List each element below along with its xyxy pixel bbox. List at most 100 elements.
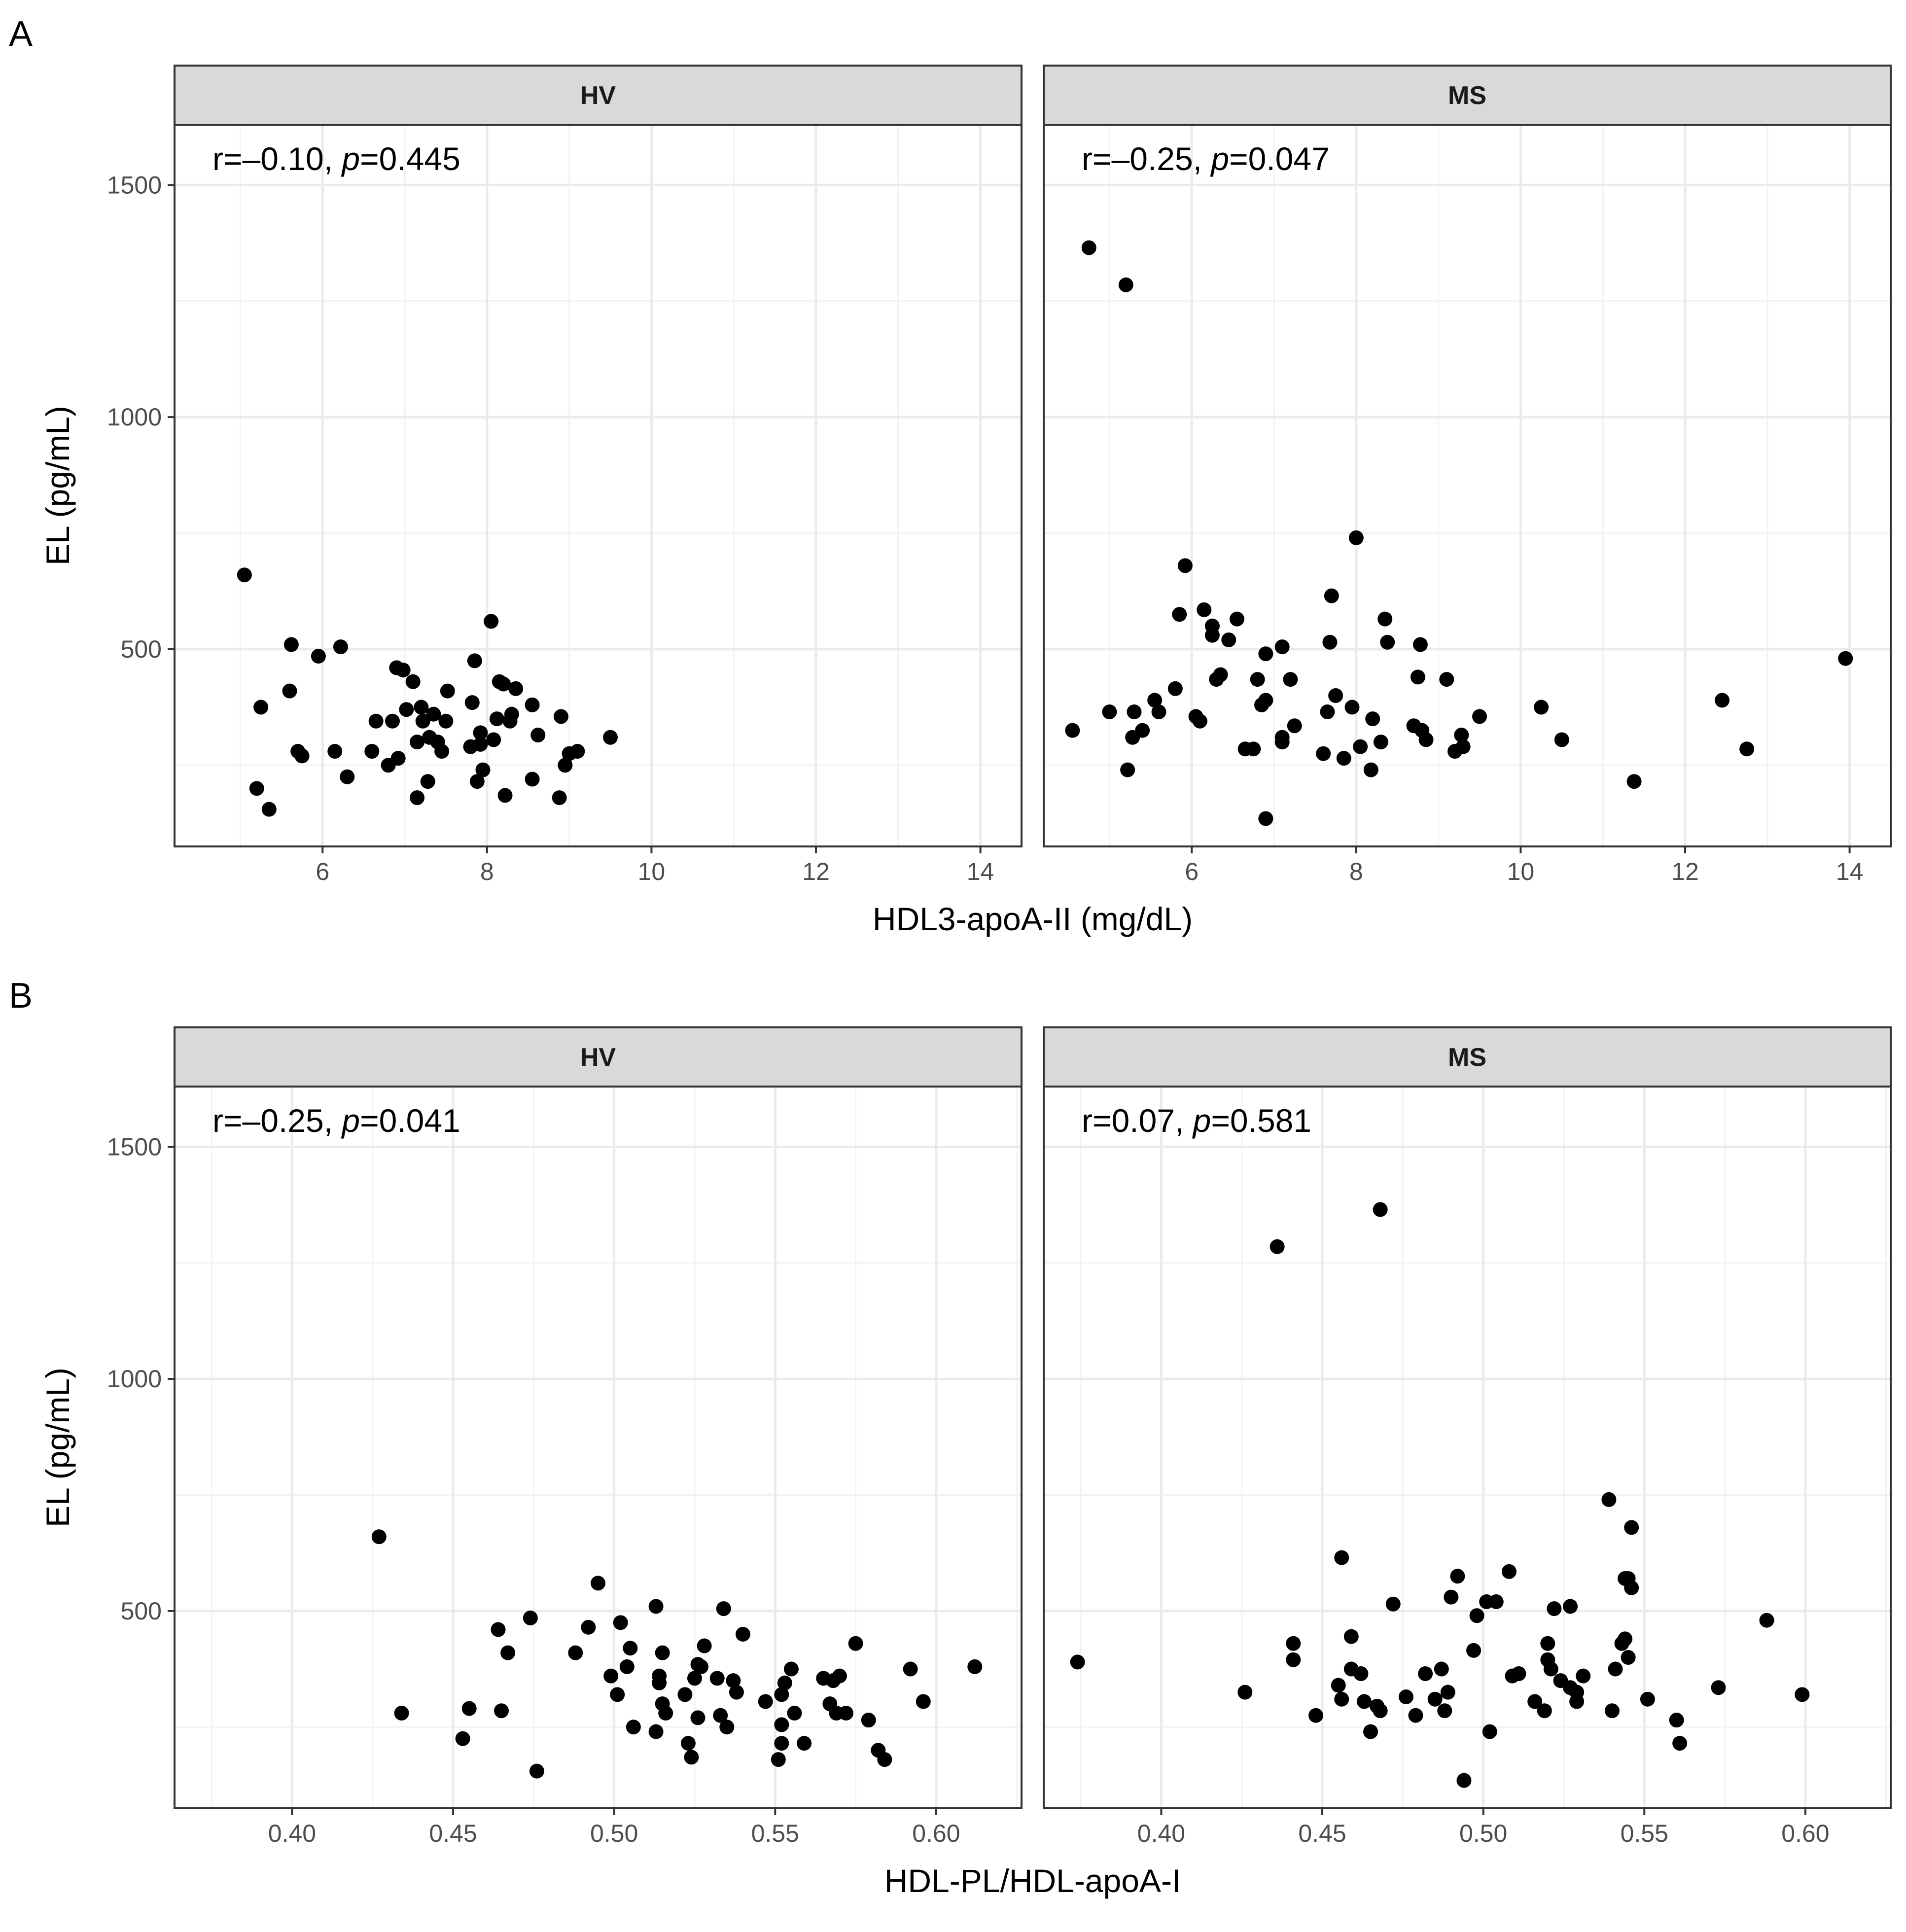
data-point: [1455, 739, 1471, 754]
data-point: [610, 1687, 625, 1702]
data-point: [1102, 704, 1117, 719]
x-axis-title: HDL3-apoA-II (mg/dL): [873, 901, 1193, 937]
correlation-annotation: r=–0.10, p=0.445: [212, 141, 460, 177]
data-point: [1543, 1661, 1558, 1677]
y-axis-title: EL (pg/mL): [39, 1368, 76, 1527]
data-point: [1353, 739, 1368, 754]
strip-label: HV: [580, 81, 616, 110]
correlation-annotation: r=0.07, p=0.581: [1082, 1102, 1311, 1139]
data-point: [420, 774, 435, 789]
data-point: [1601, 1492, 1617, 1507]
data-point: [1322, 634, 1338, 650]
data-point: [410, 735, 425, 750]
data-point: [1569, 1685, 1585, 1700]
data-point: [1197, 602, 1212, 617]
data-point: [1398, 1689, 1413, 1705]
data-point: [619, 1659, 635, 1674]
data-point: [1576, 1668, 1591, 1684]
data-point: [568, 1645, 583, 1660]
data-point: [508, 681, 524, 696]
x-tick-label: 0.45: [1298, 1820, 1346, 1847]
data-point: [1286, 1636, 1301, 1651]
data-point: [1439, 672, 1454, 687]
x-tick-label: 12: [802, 858, 830, 885]
data-point: [461, 1701, 477, 1716]
data-point: [729, 1685, 744, 1700]
data-point: [558, 758, 573, 773]
data-point: [1344, 700, 1360, 715]
data-point: [838, 1705, 853, 1721]
data-point: [1258, 646, 1273, 662]
data-point: [832, 1668, 847, 1684]
correlation-annotation: r=–0.25, p=0.047: [1082, 141, 1330, 177]
data-point: [364, 743, 380, 759]
x-tick-label: 10: [638, 858, 666, 885]
data-point: [1759, 1613, 1774, 1628]
data-point: [1418, 732, 1434, 747]
data-point: [1456, 1773, 1472, 1788]
data-point: [530, 728, 546, 743]
y-tick-label: 500: [121, 1597, 162, 1625]
data-point: [1469, 1608, 1484, 1623]
data-point: [1328, 688, 1343, 703]
data-point: [529, 1763, 544, 1779]
data-point: [1151, 704, 1166, 719]
data-point: [489, 711, 504, 727]
x-tick-label: 14: [967, 858, 994, 885]
data-point: [414, 700, 429, 715]
data-point: [1672, 1736, 1688, 1751]
data-point: [1711, 1680, 1726, 1695]
data-point: [1444, 1589, 1459, 1605]
plot-background: [1044, 125, 1891, 846]
data-point: [1501, 1564, 1517, 1579]
data-point: [1488, 1594, 1504, 1610]
data-point: [415, 713, 430, 729]
data-point: [368, 713, 384, 729]
x-axis-title: HDL-PL/HDL-apoA-I: [884, 1862, 1181, 1899]
x-tick-label: 6: [316, 858, 329, 885]
data-point: [694, 1659, 709, 1674]
data-point: [1624, 1580, 1639, 1595]
x-tick-label: 0.40: [268, 1820, 316, 1847]
data-point: [1331, 1678, 1346, 1693]
data-point: [469, 774, 485, 789]
strip-label: MS: [1448, 1043, 1486, 1072]
data-point: [1669, 1713, 1684, 1728]
data-point: [327, 743, 343, 759]
data-point: [1172, 607, 1187, 622]
x-tick-label: 0.45: [429, 1820, 477, 1847]
data-point: [496, 676, 511, 692]
x-tick-label: 0.55: [751, 1820, 799, 1847]
data-point: [1373, 1703, 1388, 1719]
data-point: [777, 1675, 792, 1690]
x-tick-label: 0.50: [1459, 1820, 1507, 1847]
data-point: [648, 1599, 664, 1614]
data-point: [603, 730, 618, 745]
panel-border: [1043, 124, 1892, 847]
data-point: [552, 790, 567, 806]
data-point: [434, 743, 450, 759]
x-tick-label: 14: [1836, 858, 1864, 885]
data-point: [1640, 1691, 1655, 1707]
data-point: [1373, 1202, 1388, 1217]
data-point: [464, 695, 480, 710]
data-point: [1246, 741, 1261, 757]
strip-background: [1043, 1026, 1892, 1088]
data-point: [648, 1724, 664, 1739]
data-point: [570, 743, 585, 759]
data-point: [399, 702, 414, 717]
data-point: [716, 1601, 731, 1616]
data-point: [916, 1694, 931, 1709]
data-point: [1343, 1629, 1359, 1644]
x-tick-label: 12: [1671, 858, 1699, 885]
data-point: [410, 790, 425, 806]
data-point: [623, 1641, 638, 1656]
data-point: [713, 1708, 728, 1723]
data-point: [1618, 1631, 1633, 1647]
plot-background: [175, 1087, 1022, 1808]
data-point: [1482, 1724, 1497, 1739]
data-point: [735, 1626, 750, 1642]
y-tick-label: 1000: [107, 1365, 162, 1393]
data-point: [677, 1687, 693, 1702]
